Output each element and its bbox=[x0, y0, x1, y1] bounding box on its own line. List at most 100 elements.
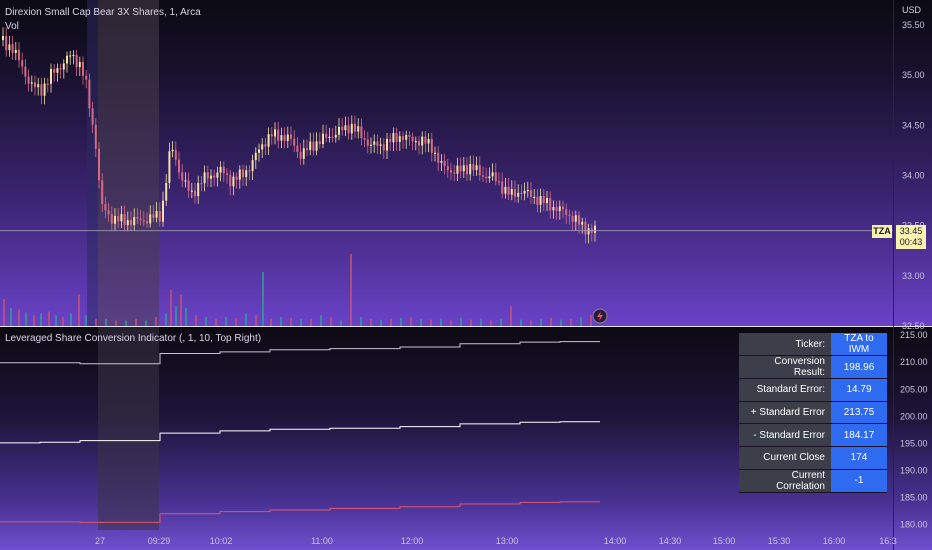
time-axis[interactable]: 27 09:29 10:02 11:00 12:00 13:00 14:00 14:30 15:… bbox=[95, 536, 897, 546]
candle-body bbox=[264, 144, 267, 147]
candle-body bbox=[219, 166, 222, 173]
price-candles bbox=[2, 27, 596, 244]
candle-body bbox=[222, 166, 225, 174]
volume-bar bbox=[540, 318, 542, 326]
volume-bar bbox=[185, 308, 187, 326]
candle-body bbox=[187, 180, 190, 191]
candle-body bbox=[5, 35, 8, 51]
candle-body bbox=[322, 133, 324, 145]
candle-body bbox=[107, 210, 110, 215]
candle-body bbox=[510, 189, 513, 195]
indicator-axis[interactable]: 215.00 210.00 205.00 200.00 195.00 190.00 185.… bbox=[900, 330, 928, 529]
candle-body bbox=[203, 172, 206, 184]
candle-body bbox=[75, 54, 78, 68]
table-label: Standard Error: bbox=[739, 378, 831, 402]
volume-bar bbox=[33, 315, 35, 326]
candle-body bbox=[520, 192, 523, 195]
time-tick-label: 13:00 bbox=[496, 536, 519, 546]
volume-bar bbox=[195, 315, 197, 326]
candle-body bbox=[482, 175, 484, 177]
time-tick-label: 15:00 bbox=[713, 536, 736, 546]
candle-body bbox=[136, 217, 139, 219]
volume-bar bbox=[410, 317, 412, 326]
volume-bar bbox=[520, 319, 522, 326]
volume-bar bbox=[135, 318, 137, 326]
table-row: Current Correlation -1 bbox=[739, 469, 887, 493]
candle-body bbox=[379, 144, 382, 146]
candle-body bbox=[165, 182, 168, 201]
candle-body bbox=[88, 79, 91, 109]
candle-body bbox=[94, 124, 97, 149]
candle-body bbox=[331, 136, 334, 139]
candle-body bbox=[14, 49, 17, 53]
candle-body bbox=[91, 108, 94, 125]
indicator-tick-label: 215.00 bbox=[900, 330, 928, 340]
candle-body bbox=[376, 141, 379, 146]
volume-bar bbox=[420, 318, 422, 326]
candle-body bbox=[85, 75, 88, 80]
candle-body bbox=[174, 149, 177, 160]
volume-bar bbox=[205, 317, 207, 326]
candle-body bbox=[78, 62, 81, 68]
candle-body bbox=[197, 183, 200, 197]
candle-body bbox=[450, 170, 452, 173]
candle-body bbox=[523, 190, 526, 194]
candle-body bbox=[309, 141, 312, 150]
candle-body bbox=[312, 141, 315, 151]
time-tick-label: 12:00 bbox=[401, 536, 424, 546]
table-label: - Standard Error bbox=[739, 423, 831, 448]
candle-body bbox=[574, 215, 577, 222]
candle-body bbox=[101, 180, 104, 205]
candle-body bbox=[11, 44, 14, 53]
candle-body bbox=[130, 220, 132, 226]
premarket-shade-left bbox=[87, 0, 98, 326]
volume-bar bbox=[510, 306, 512, 326]
candle-body bbox=[232, 176, 235, 187]
volume-bar bbox=[360, 317, 362, 326]
volume-bar bbox=[380, 319, 382, 326]
candle-body bbox=[354, 123, 356, 132]
candle-body bbox=[469, 164, 472, 175]
candle-body bbox=[475, 165, 478, 171]
table-label: Current Correlation bbox=[739, 469, 831, 493]
volume-bar bbox=[370, 318, 372, 326]
ticker-tag: TZA bbox=[872, 224, 892, 238]
candle-body bbox=[190, 190, 193, 192]
table-value: 174 bbox=[831, 446, 887, 470]
volume-bar bbox=[235, 317, 237, 326]
candle-body bbox=[389, 138, 392, 143]
candle-body bbox=[571, 215, 574, 222]
candle-body bbox=[290, 134, 292, 139]
volume-bar bbox=[440, 318, 442, 326]
candle-body bbox=[110, 214, 113, 224]
candle-body bbox=[286, 134, 289, 141]
candle-body bbox=[306, 148, 308, 150]
candle-body bbox=[542, 196, 545, 204]
candle-body bbox=[69, 55, 72, 57]
price-tick-label: 34.50 bbox=[902, 120, 925, 130]
indicator-title: Leveraged Share Conversion Indicator (, … bbox=[5, 333, 262, 344]
volume-bar bbox=[125, 320, 127, 326]
candle-body bbox=[514, 189, 516, 197]
candle-body bbox=[434, 152, 436, 155]
volume-bar bbox=[175, 306, 177, 326]
candle-body bbox=[501, 181, 504, 194]
candle-body bbox=[245, 170, 248, 177]
table-label: + Standard Error bbox=[739, 401, 831, 425]
candle-body bbox=[587, 228, 590, 235]
last-price-value: 33.45 bbox=[899, 225, 923, 236]
table-value: -1 bbox=[831, 469, 887, 493]
indicator-tick-label: 200.00 bbox=[900, 411, 928, 421]
time-tick-label: 14:30 bbox=[659, 536, 682, 546]
candle-body bbox=[162, 200, 164, 222]
candle-body bbox=[318, 141, 321, 145]
candle-body bbox=[146, 221, 148, 224]
time-tick-label: 15:30 bbox=[768, 536, 791, 546]
price-tick-label: 35.50 bbox=[902, 20, 925, 30]
chart-title: Direxion Small Cap Bear 3X Shares, 1, Ar… bbox=[5, 7, 201, 18]
candle-body bbox=[62, 63, 65, 70]
table-row: Current Close 174 bbox=[739, 446, 887, 470]
volume-bar bbox=[170, 290, 172, 326]
